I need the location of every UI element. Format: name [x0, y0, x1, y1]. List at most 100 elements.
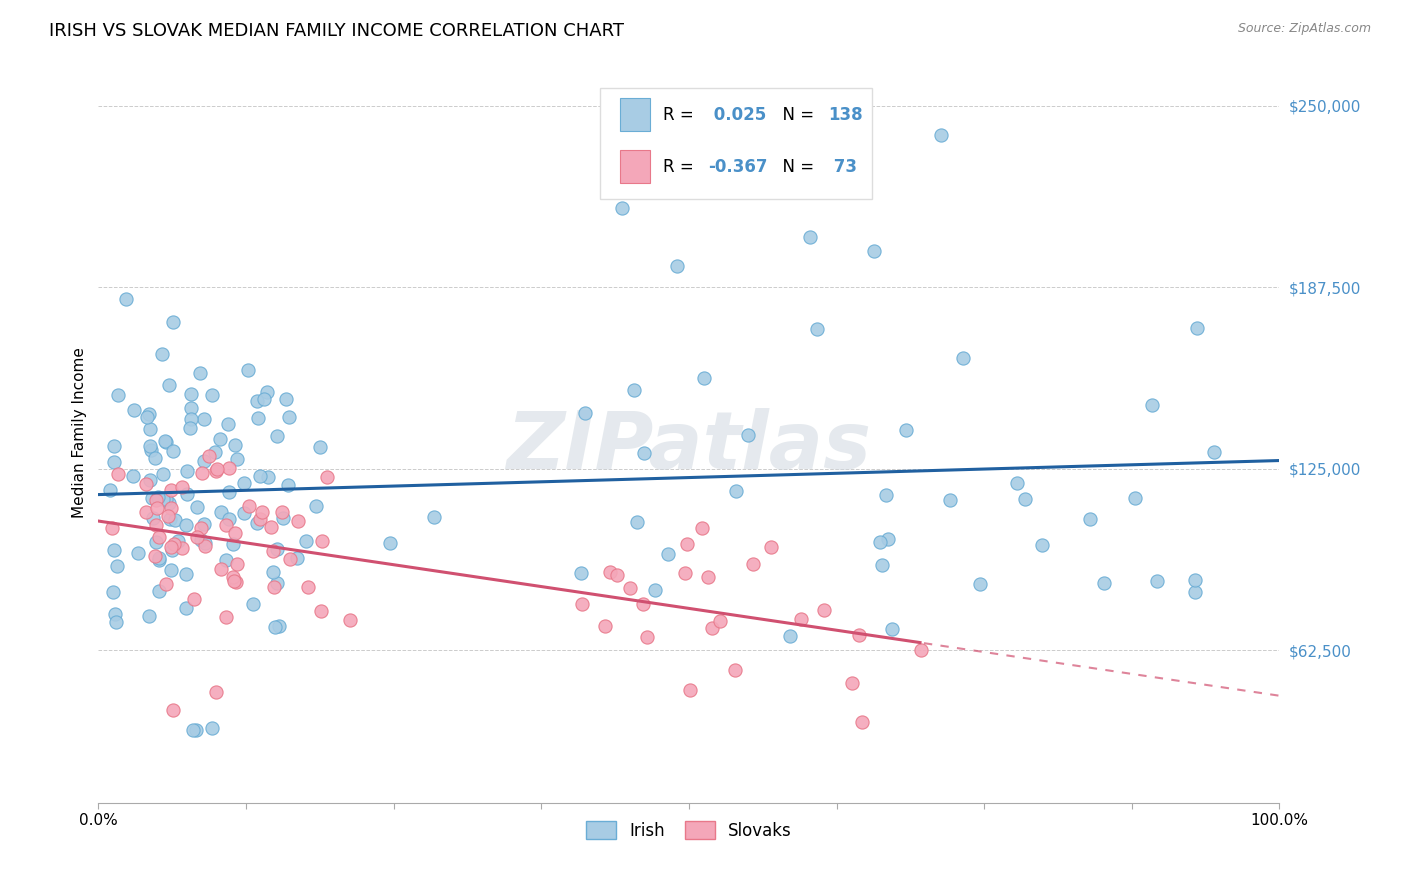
Point — [264, 620, 287, 634]
Point — [209, 562, 232, 576]
Point — [205, 462, 228, 476]
Point — [186, 530, 208, 544]
Point — [193, 411, 215, 425]
Point — [250, 505, 273, 519]
Point — [841, 675, 863, 690]
Point — [107, 467, 129, 481]
Point — [848, 628, 870, 642]
Point — [242, 597, 264, 611]
Point — [148, 583, 170, 598]
Point — [201, 387, 224, 401]
Point — [190, 533, 212, 547]
Point — [742, 558, 765, 572]
Point — [204, 444, 226, 458]
Point — [139, 473, 162, 487]
Point — [160, 563, 183, 577]
Point — [633, 445, 655, 459]
Point — [232, 476, 254, 491]
Point — [863, 244, 886, 259]
Point — [180, 387, 202, 401]
Point — [174, 566, 197, 581]
Point — [636, 631, 658, 645]
Point — [148, 551, 170, 566]
Point — [266, 541, 288, 556]
Point — [163, 513, 186, 527]
Point — [1092, 575, 1115, 590]
Point — [217, 417, 239, 431]
Point — [233, 507, 256, 521]
Point — [163, 537, 186, 551]
Point — [155, 491, 177, 506]
Point — [174, 601, 197, 615]
Y-axis label: Median Family Income: Median Family Income — [72, 347, 87, 518]
Point — [214, 552, 236, 566]
Point — [759, 540, 782, 554]
Point — [155, 435, 177, 450]
Point — [1202, 445, 1225, 459]
Point — [238, 499, 260, 513]
Text: R =: R = — [664, 106, 699, 124]
Point — [969, 576, 991, 591]
Point — [1078, 512, 1101, 526]
Point — [157, 377, 180, 392]
Point — [1187, 321, 1209, 335]
Point — [806, 322, 828, 336]
FancyBboxPatch shape — [600, 88, 872, 200]
Point — [1005, 476, 1028, 491]
Point — [869, 535, 891, 549]
Point — [266, 575, 288, 590]
Point — [159, 511, 181, 525]
Point — [263, 580, 285, 594]
Point — [107, 558, 129, 573]
Point — [246, 394, 269, 409]
Point — [170, 480, 193, 494]
Point — [152, 492, 174, 507]
Point — [176, 464, 198, 478]
Point — [142, 511, 165, 525]
Point — [176, 486, 198, 500]
Point — [162, 444, 184, 458]
Point — [1014, 492, 1036, 507]
Point — [215, 610, 238, 624]
Text: N =: N = — [772, 106, 818, 124]
Point — [692, 371, 714, 385]
Point — [183, 592, 205, 607]
Point — [675, 566, 697, 580]
Point — [145, 517, 167, 532]
Point — [222, 537, 245, 551]
Point — [249, 512, 271, 526]
Point — [191, 467, 214, 481]
Point — [378, 536, 401, 550]
Point — [152, 467, 174, 481]
Point — [107, 388, 129, 402]
Point — [138, 439, 160, 453]
Point — [257, 470, 280, 484]
Point — [612, 201, 634, 215]
Point — [571, 598, 593, 612]
Point — [1184, 573, 1206, 587]
Point — [599, 565, 621, 579]
Point — [238, 363, 260, 377]
Point — [339, 613, 361, 627]
Point — [274, 392, 297, 406]
Legend: Irish, Slovaks: Irish, Slovaks — [579, 814, 799, 847]
Point — [184, 723, 207, 738]
Point — [193, 517, 215, 532]
Point — [724, 663, 747, 677]
Point — [218, 512, 240, 526]
Point — [266, 429, 288, 443]
Point — [186, 500, 208, 515]
Point — [135, 477, 157, 491]
Text: -0.367: -0.367 — [707, 158, 768, 176]
Point — [737, 427, 759, 442]
Point — [222, 574, 245, 589]
Point — [1140, 399, 1163, 413]
Point — [633, 597, 655, 611]
Text: N =: N = — [772, 158, 818, 176]
Point — [226, 452, 249, 467]
Point — [157, 508, 180, 523]
Point — [193, 454, 215, 468]
Point — [218, 484, 240, 499]
Point — [626, 515, 648, 529]
Point — [218, 461, 240, 475]
